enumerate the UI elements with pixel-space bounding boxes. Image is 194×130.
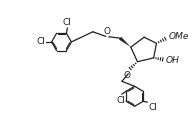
- Polygon shape: [119, 37, 131, 47]
- Text: OH: OH: [166, 56, 179, 65]
- Text: O: O: [124, 71, 131, 80]
- Text: Cl: Cl: [148, 103, 157, 112]
- Text: Cl: Cl: [116, 96, 125, 105]
- Text: Cl: Cl: [37, 37, 46, 46]
- Text: Cl: Cl: [63, 18, 72, 27]
- Text: O: O: [104, 27, 111, 36]
- Text: OMe: OMe: [168, 32, 189, 41]
